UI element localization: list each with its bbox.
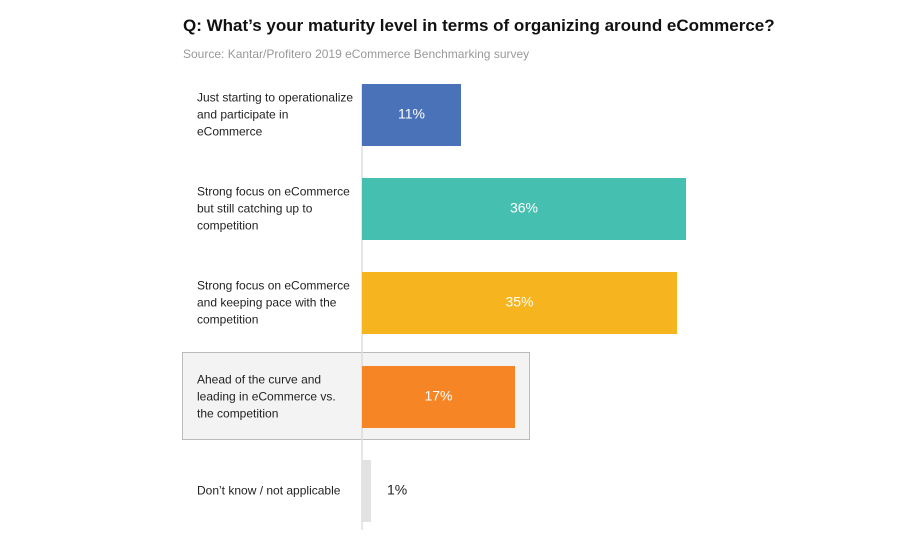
chart-subtitle: Source: Kantar/Profitero 2019 eCommerce … <box>183 47 530 61</box>
bar <box>362 84 461 146</box>
bar <box>362 272 677 334</box>
bar <box>362 178 686 240</box>
value-label: 35% <box>505 294 533 310</box>
bar <box>362 366 515 428</box>
value-label: 11% <box>398 106 425 122</box>
category-label: Strong focus on eCommerce and keeping pa… <box>197 278 350 327</box>
category-label: Ahead of the curve and leading in eComme… <box>197 372 336 421</box>
value-label: 17% <box>424 388 452 404</box>
bar <box>362 460 371 522</box>
category-label: Strong focus on eCommerce but still catc… <box>197 184 350 233</box>
category-label: Just starting to operationalize and part… <box>197 90 354 139</box>
category-label: Don’t know / not applicable <box>197 483 341 498</box>
value-label: 36% <box>510 200 538 216</box>
value-label: 1% <box>387 482 407 498</box>
chart-title: Q: What’s your maturity level in terms o… <box>183 16 775 35</box>
